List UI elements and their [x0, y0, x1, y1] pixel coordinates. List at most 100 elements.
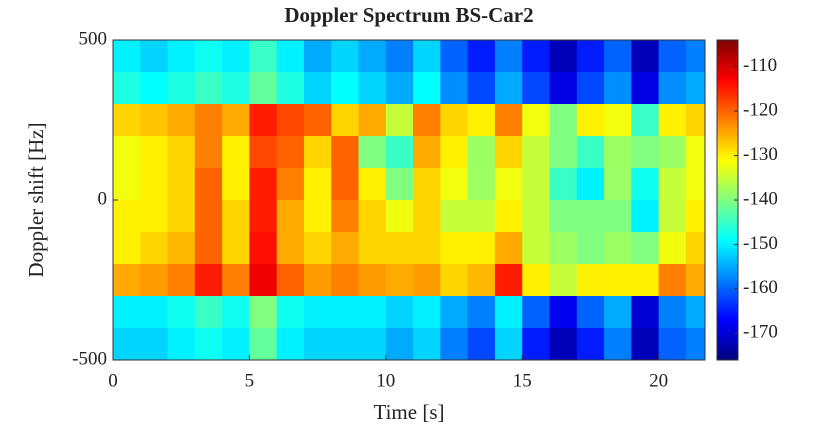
heatmap-cell: [167, 200, 196, 233]
heatmap-cell: [413, 40, 441, 73]
heatmap-cell: [631, 328, 660, 360]
heatmap-cell: [167, 168, 196, 201]
colorbar-swatch: [717, 352, 738, 355]
heatmap-cell: [467, 328, 496, 360]
colorbar-swatch: [717, 338, 738, 341]
heatmap-cell: [276, 232, 305, 265]
heatmap-cell: [467, 296, 496, 329]
colorbar-swatch: [717, 86, 738, 89]
heatmap-cell: [249, 200, 278, 233]
colorbar-swatch: [717, 176, 738, 179]
heatmap-cell: [140, 136, 169, 169]
colorbar-swatch: [717, 178, 738, 181]
heatmap-cell: [604, 264, 632, 297]
heatmap-cell: [194, 328, 223, 360]
heatmap-cell: [303, 136, 332, 169]
colorbar-swatch: [717, 258, 738, 261]
colorbar-swatch: [717, 162, 738, 165]
colorbar-swatch: [717, 254, 738, 257]
x-tick-label: 10: [376, 370, 395, 391]
heatmap-cell: [167, 40, 196, 73]
heatmap-cell: [494, 232, 523, 265]
heatmap-cell: [276, 40, 305, 73]
colorbar-swatch: [717, 270, 738, 273]
heatmap-cell: [303, 328, 332, 360]
heatmap-cell: [467, 72, 496, 105]
heatmap-cell: [467, 264, 496, 297]
heatmap-cell: [303, 264, 332, 297]
heatmap-cell: [494, 104, 523, 137]
colorbar-swatch: [717, 300, 738, 303]
heatmap-cell: [658, 136, 687, 169]
colorbar-swatch: [717, 104, 738, 107]
colorbar-swatch: [717, 266, 738, 269]
colorbar-swatch: [717, 80, 738, 83]
heatmap-cell: [576, 200, 605, 233]
heatmap-cell: [631, 200, 660, 233]
colorbar-swatch: [717, 358, 738, 361]
heatmap-cell: [494, 136, 523, 169]
heatmap-cell: [303, 72, 332, 105]
colorbar-swatch: [717, 302, 738, 305]
colorbar-swatch: [717, 66, 738, 69]
colorbar-swatch: [717, 212, 738, 215]
colorbar-swatch: [717, 40, 738, 43]
x-axis-label: Time [s]: [374, 400, 445, 424]
heatmap-cell: [549, 104, 578, 137]
colorbar-swatch: [717, 318, 738, 321]
heatmap-cell: [276, 168, 305, 201]
heatmap-cell: [167, 296, 196, 329]
heatmap-cell: [440, 264, 469, 297]
heatmap-cell: [167, 264, 196, 297]
colorbar-swatch: [717, 62, 738, 65]
heatmap-cell: [249, 232, 278, 265]
heatmap-cell: [140, 328, 169, 360]
heatmap-cell: [549, 200, 578, 233]
heatmap-cell: [522, 168, 550, 201]
colorbar-swatch: [717, 228, 738, 231]
colorbar-swatch: [717, 268, 738, 271]
heatmap-cell: [167, 104, 196, 137]
heatmap-cell: [658, 104, 687, 137]
colorbar-swatch: [717, 314, 738, 317]
heatmap-cell: [385, 104, 414, 137]
heatmap-cell: [685, 72, 705, 105]
colorbar-swatch: [717, 140, 738, 143]
colorbar-swatch: [717, 202, 738, 205]
heatmap-cell: [222, 72, 250, 105]
colorbar-swatch: [717, 320, 738, 323]
heatmap-cell: [113, 232, 141, 265]
heatmap-cell: [385, 232, 414, 265]
colorbar-swatch: [717, 56, 738, 59]
colorbar-swatch: [717, 72, 738, 75]
heatmap-cell: [658, 200, 687, 233]
colorbar-swatch: [717, 278, 738, 281]
colorbar-swatch: [717, 54, 738, 57]
heatmap-cell: [276, 200, 305, 233]
colorbar-swatch: [717, 334, 738, 337]
colorbar-tick-label: -130: [743, 144, 778, 165]
heatmap-cell: [494, 168, 523, 201]
heatmap-cell: [522, 232, 550, 265]
colorbar-swatch: [717, 290, 738, 293]
colorbar-swatch: [717, 276, 738, 279]
colorbar-swatch: [717, 138, 738, 141]
heatmap-cell: [358, 200, 387, 233]
heatmap-cell: [331, 136, 360, 169]
heatmap-cell: [222, 136, 250, 169]
heatmap-cell: [194, 264, 223, 297]
colorbar-swatch: [717, 204, 738, 207]
colorbar-swatch: [717, 114, 738, 117]
heatmap-cell: [522, 40, 550, 73]
colorbar-swatch: [717, 170, 738, 173]
heatmap-cell: [303, 232, 332, 265]
heatmap-cell: [549, 264, 578, 297]
heatmap-cell: [276, 136, 305, 169]
heatmap-cell: [467, 40, 496, 73]
colorbar-swatch: [717, 332, 738, 335]
colorbar-swatch: [717, 288, 738, 291]
colorbar-swatch: [717, 322, 738, 325]
colorbar-swatch: [717, 168, 738, 171]
colorbar-swatch: [717, 224, 738, 227]
